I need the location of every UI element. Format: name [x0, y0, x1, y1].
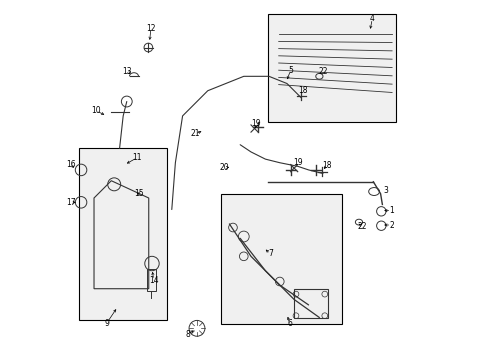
Bar [221, 194, 341, 324]
Text: 7: 7 [267, 249, 272, 258]
Text: 3: 3 [383, 186, 387, 195]
Bar [79, 148, 167, 320]
Bar [294, 289, 328, 318]
Text: 13: 13 [122, 67, 132, 76]
Text: 10: 10 [91, 107, 101, 116]
Text: 9: 9 [104, 319, 109, 328]
Text: 22: 22 [318, 67, 327, 76]
Text: 5: 5 [287, 66, 292, 75]
Text: 6: 6 [286, 319, 291, 328]
Text: 14: 14 [149, 276, 158, 284]
Bar [146, 269, 155, 291]
Text: 19: 19 [251, 119, 260, 128]
Text: 18: 18 [298, 86, 307, 95]
Text: 2: 2 [388, 220, 393, 230]
Text: 12: 12 [146, 24, 155, 33]
Text: 16: 16 [66, 161, 76, 170]
Text: 18: 18 [321, 161, 331, 170]
Text: 21: 21 [190, 130, 199, 139]
Text: 19: 19 [292, 158, 302, 167]
Text: 20: 20 [220, 163, 229, 172]
Text: 1: 1 [388, 206, 393, 215]
Text: 4: 4 [369, 14, 374, 23]
Text: 8: 8 [185, 330, 190, 338]
Text: 15: 15 [134, 189, 143, 198]
Bar [267, 14, 395, 122]
Text: 17: 17 [66, 198, 76, 207]
Text: 11: 11 [132, 153, 142, 162]
Text: 22: 22 [357, 222, 366, 231]
